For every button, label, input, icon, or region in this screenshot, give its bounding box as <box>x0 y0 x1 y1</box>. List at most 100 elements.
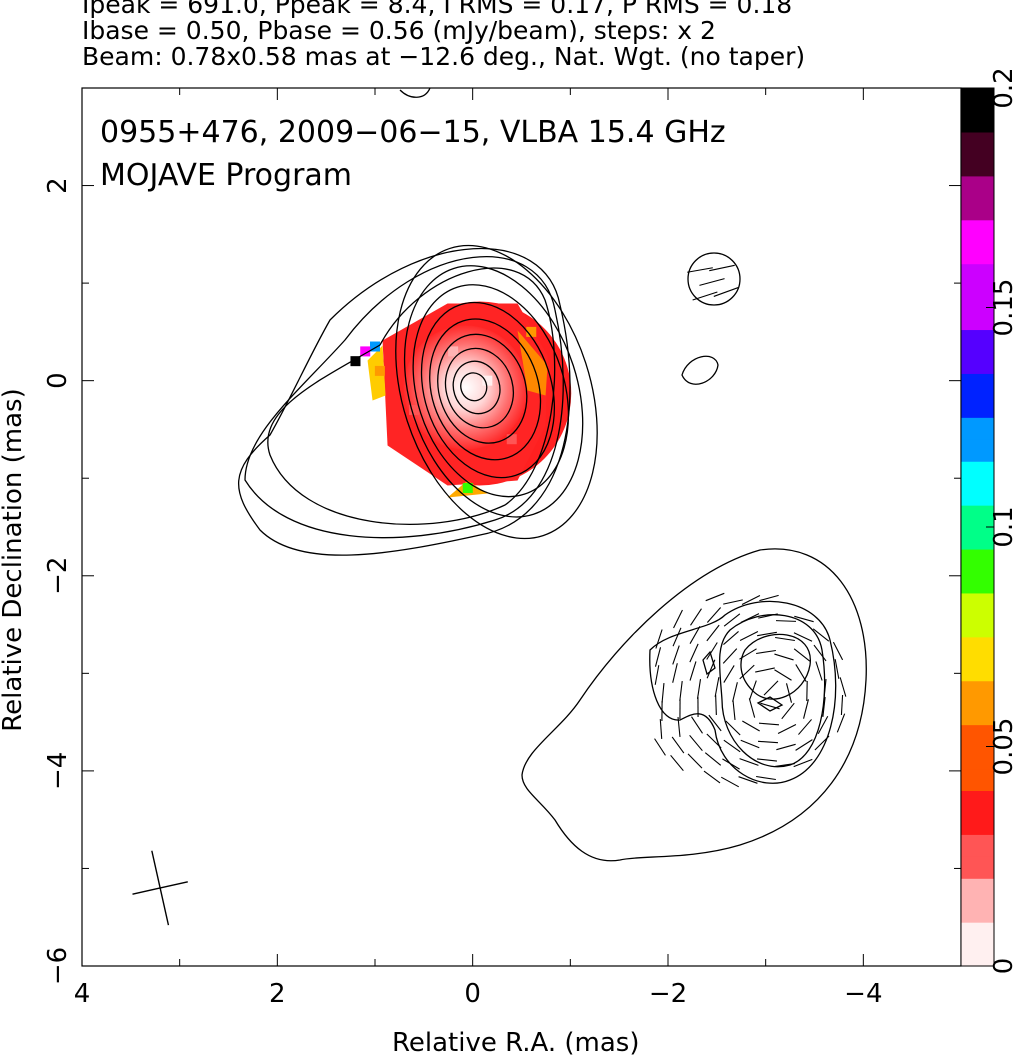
intensity-contours <box>238 88 867 862</box>
colorbar-swatch <box>961 768 994 791</box>
colorbar-swatch <box>961 527 994 550</box>
evpa-vector <box>812 628 830 642</box>
colorbar-swatch <box>961 658 994 682</box>
evpa-vector <box>687 267 713 273</box>
evpa-vector <box>758 613 778 619</box>
pol-pixel <box>374 365 385 376</box>
evpa-vector <box>822 697 826 717</box>
evpa-vector <box>739 648 757 660</box>
evpa-vector <box>706 607 722 623</box>
colorbar-swatch <box>961 241 994 265</box>
evpa-vector <box>757 740 779 744</box>
colorbar-swatch <box>961 197 994 221</box>
x-tick-label: 4 <box>74 979 91 1009</box>
evpa-vector <box>704 752 722 766</box>
beam-marker <box>132 850 188 926</box>
evpa-vector <box>834 659 840 679</box>
colorbar <box>960 87 995 967</box>
evpa-vector <box>739 758 759 766</box>
colorbar-swatch <box>961 922 994 945</box>
pol-pixel <box>409 404 420 415</box>
evpa-vector <box>756 775 776 781</box>
contour-top-fragment <box>399 88 431 98</box>
evpa-vector <box>689 734 703 752</box>
colorbar-swatch <box>961 856 994 879</box>
plot-header: Ipeak = 691.0, Ppeak = 8.4, I RMS = 0.17… <box>82 0 1012 70</box>
evpa-vector <box>655 629 663 649</box>
contour-southwest-outer <box>521 548 867 862</box>
source-annotation: 0955+476, 2009−06−15, VLBA 15.4 GHz <box>100 115 726 150</box>
colorbar-tick-label: 0.1 <box>989 506 1019 547</box>
colorbar-swatch <box>961 724 994 748</box>
evpa-vector <box>817 715 829 735</box>
evpa-vector <box>793 758 813 768</box>
contour-level <box>412 284 570 498</box>
x-tick-labels: 4 2 0 −2 −4 <box>74 979 883 1009</box>
evpa-vector <box>775 763 795 767</box>
beam-minor-axis <box>132 881 188 895</box>
y-tick-label: −6 <box>43 947 73 985</box>
evpa-vector <box>725 720 741 736</box>
evpa-vector <box>723 665 735 683</box>
colorbar-swatch <box>961 417 994 440</box>
y-tick-label: 0 <box>43 372 73 389</box>
x-tick-label: −4 <box>844 979 882 1009</box>
evpa-vector <box>672 627 682 647</box>
pol-pixel <box>370 341 380 352</box>
evpa-vector <box>722 758 740 770</box>
colorbar-swatch <box>961 219 994 243</box>
contour-southwest-knot2 <box>702 650 716 676</box>
colorbar-swatch <box>961 461 994 484</box>
evpa-vector <box>706 733 722 749</box>
x-tick-label: −2 <box>649 979 687 1009</box>
evpa-vector <box>672 645 680 665</box>
colorbar-swatch <box>961 263 994 287</box>
evpa-vector <box>839 677 847 697</box>
colorbar-swatch <box>961 483 994 506</box>
colorbar-swatch <box>961 109 994 133</box>
evpa-vector <box>775 636 795 642</box>
evpa-vector <box>699 278 725 286</box>
evpa-vector <box>673 609 683 629</box>
y-tick-label: −4 <box>43 752 73 790</box>
colorbar-swatch <box>961 680 994 704</box>
evpa-vector <box>689 661 697 681</box>
y-tick-label: −2 <box>43 557 73 595</box>
pol-pixel <box>360 346 371 357</box>
evpa-vector <box>670 754 684 772</box>
evpa-vector <box>836 713 846 733</box>
colorbar-swatch <box>961 834 994 857</box>
evpa-vector <box>758 722 780 726</box>
colorbar-tick-label: 0.05 <box>989 718 1019 776</box>
evpa-vector <box>739 630 759 642</box>
evpa-vector <box>709 264 735 272</box>
plot-frame <box>81 87 962 967</box>
evpa-vector <box>742 720 760 732</box>
evpa-vector <box>691 716 703 734</box>
evpa-vector <box>689 643 699 663</box>
evpa-vector <box>814 735 830 751</box>
colorbar-swatch <box>961 439 994 462</box>
evpa-vector <box>757 631 777 637</box>
evpa-vector <box>654 665 660 685</box>
colorbar-swatch <box>961 175 994 199</box>
contour-northwest-blob <box>687 252 741 306</box>
header-line-base: Ibase = 0.50, Pbase = 0.56 (mJy/beam), s… <box>82 16 716 45</box>
evpa-vector <box>720 776 740 788</box>
contour-jet <box>267 267 556 525</box>
colorbar-swatch <box>961 746 994 770</box>
evpa-vector <box>774 669 792 681</box>
evpa-vector <box>672 663 678 683</box>
colorbar-swatch <box>961 395 994 418</box>
y-axis-label: Relative Declination (mas) <box>0 388 28 732</box>
pol-pixel <box>448 346 459 357</box>
evpa-vector <box>723 599 743 605</box>
evpa-vector <box>654 738 666 756</box>
evpa-vector <box>775 620 797 622</box>
colorbar-swatch <box>961 88 994 111</box>
evpa-vector <box>706 659 716 679</box>
contour-level <box>395 244 598 540</box>
colorbar-swatch <box>961 570 994 594</box>
colorbar-swatch <box>961 307 994 331</box>
